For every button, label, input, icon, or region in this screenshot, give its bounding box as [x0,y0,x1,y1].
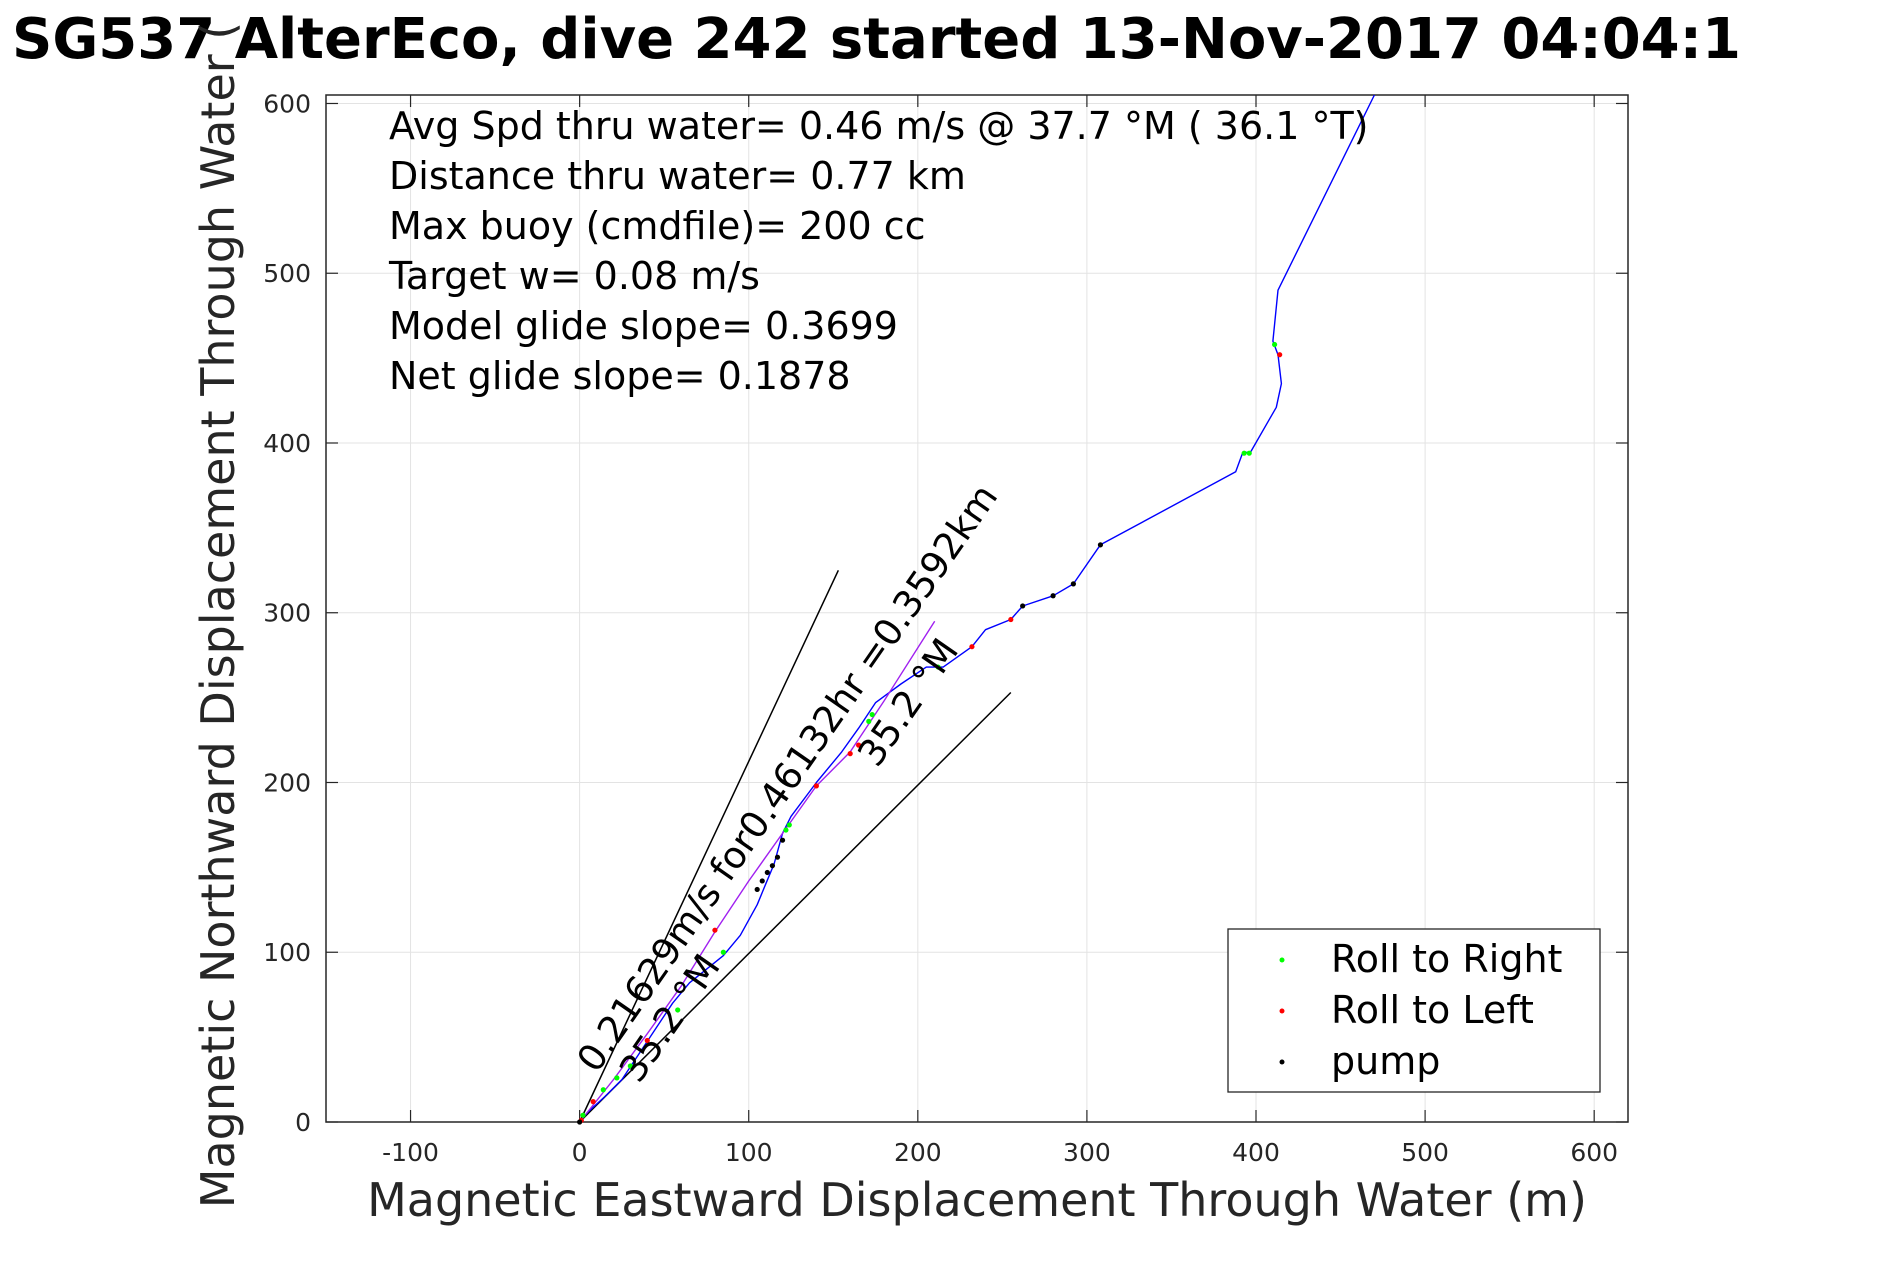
roll-to-left-point [644,1037,650,1044]
roll-to-right-point [935,664,941,670]
legend-box [1227,928,1601,1093]
pump-point [764,869,770,876]
y-axis-label: Magnetic Northward Displacement Through … [191,22,245,1208]
pump-point [577,1119,583,1125]
heading-cone-line [578,569,840,1123]
dive-stat-line: Net glide slope= 0.1878 [389,354,851,398]
pump-point [1070,581,1076,587]
x-tick-label: 600 [1570,1138,1618,1167]
roll-to-right-point [786,822,792,828]
pump-point [1050,593,1056,599]
roll-to-right-point [675,1007,681,1013]
dive-stats: Avg Spd thru water= 0.46 m/s @ 37.7 °M (… [388,104,1369,398]
roll-to-left-point [1008,616,1014,623]
legend-label-pump: pump [1331,1039,1440,1083]
roll-to-left-point [969,644,975,650]
pump-point [769,863,776,869]
roll-to-right-point [1246,450,1252,456]
dive-stat-line: Distance thru water= 0.77 km [389,154,966,198]
y-tick-label: 600 [263,89,311,118]
roll-to-left-point [1277,352,1283,358]
roll-to-right-point [600,1087,606,1093]
heading-cone-line [579,691,1012,1123]
pump-point [1020,603,1026,609]
roll-to-left-point [712,927,718,933]
legend-marker-pump [1279,1059,1285,1065]
x-axis-label: Magnetic Eastward Displacement Through W… [367,1173,1587,1227]
plot-frame [325,94,1629,1123]
pump-point [774,854,781,860]
legend: Roll to Right Roll to Left pump [1227,928,1601,1093]
dive-stat-line: Max buoy (cmdfile)= 200 cc [389,204,926,248]
data-series [577,94,1376,1125]
legend-label-roll-right: Roll to Right [1331,937,1562,981]
y-tick-label: 200 [263,768,311,797]
y-tick-label: 0 [295,1108,311,1137]
roll-to-right-point [866,718,872,724]
roll-to-left-point [847,751,853,757]
axis-ticks: -100 0 100 200 300 400 500 600 0 100 200 300 400 500 6… [263,89,1628,1167]
pump-point [754,886,760,893]
heading-cone [578,569,1012,1123]
x-tick-label: -100 [382,1138,439,1167]
roll-to-left-point [856,742,862,748]
x-tick-label: 200 [894,1138,942,1167]
x-tick-label: 400 [1232,1138,1280,1167]
roll-to-right-point [869,711,875,718]
dive-stat-line: Avg Spd thru water= 0.46 m/s @ 37.7 °M (… [389,104,1369,148]
y-tick-label: 300 [263,599,311,628]
roll-to-right-point [1272,341,1278,348]
y-tick-label: 100 [263,938,311,967]
legend-marker-roll-right [1279,957,1285,963]
roll-to-right-point [783,827,789,833]
chart-title: SG537 AlterEco, dive 242 started 13-Nov-… [12,7,1741,72]
pump-point [759,878,765,884]
roll-to-right-point [720,949,726,955]
x-tick-label: 300 [1063,1138,1111,1167]
legend-marker-roll-left [1279,1008,1285,1014]
roll-to-right-point [1241,450,1247,456]
dive-stat-line: Model glide slope= 0.3699 [389,304,898,348]
x-tick-label: 100 [725,1138,773,1167]
roll-to-right-point [580,1112,586,1118]
legend-label-roll-left: Roll to Left [1331,988,1534,1032]
roll-to-right-point [614,1075,620,1081]
y-tick-label: 400 [263,429,311,458]
commanded-line [579,620,936,1123]
roll-to-left-point [590,1099,596,1105]
pump-point [1097,542,1104,548]
pump-point [779,837,786,843]
x-tick-label: 0 [572,1138,588,1167]
roll-to-right-point [627,1063,633,1069]
y-tick-label: 500 [263,259,311,288]
x-tick-label: 500 [1401,1138,1449,1167]
roll-to-left-point [813,783,819,789]
dive-stat-line: Target w= 0.08 m/s [388,254,760,298]
